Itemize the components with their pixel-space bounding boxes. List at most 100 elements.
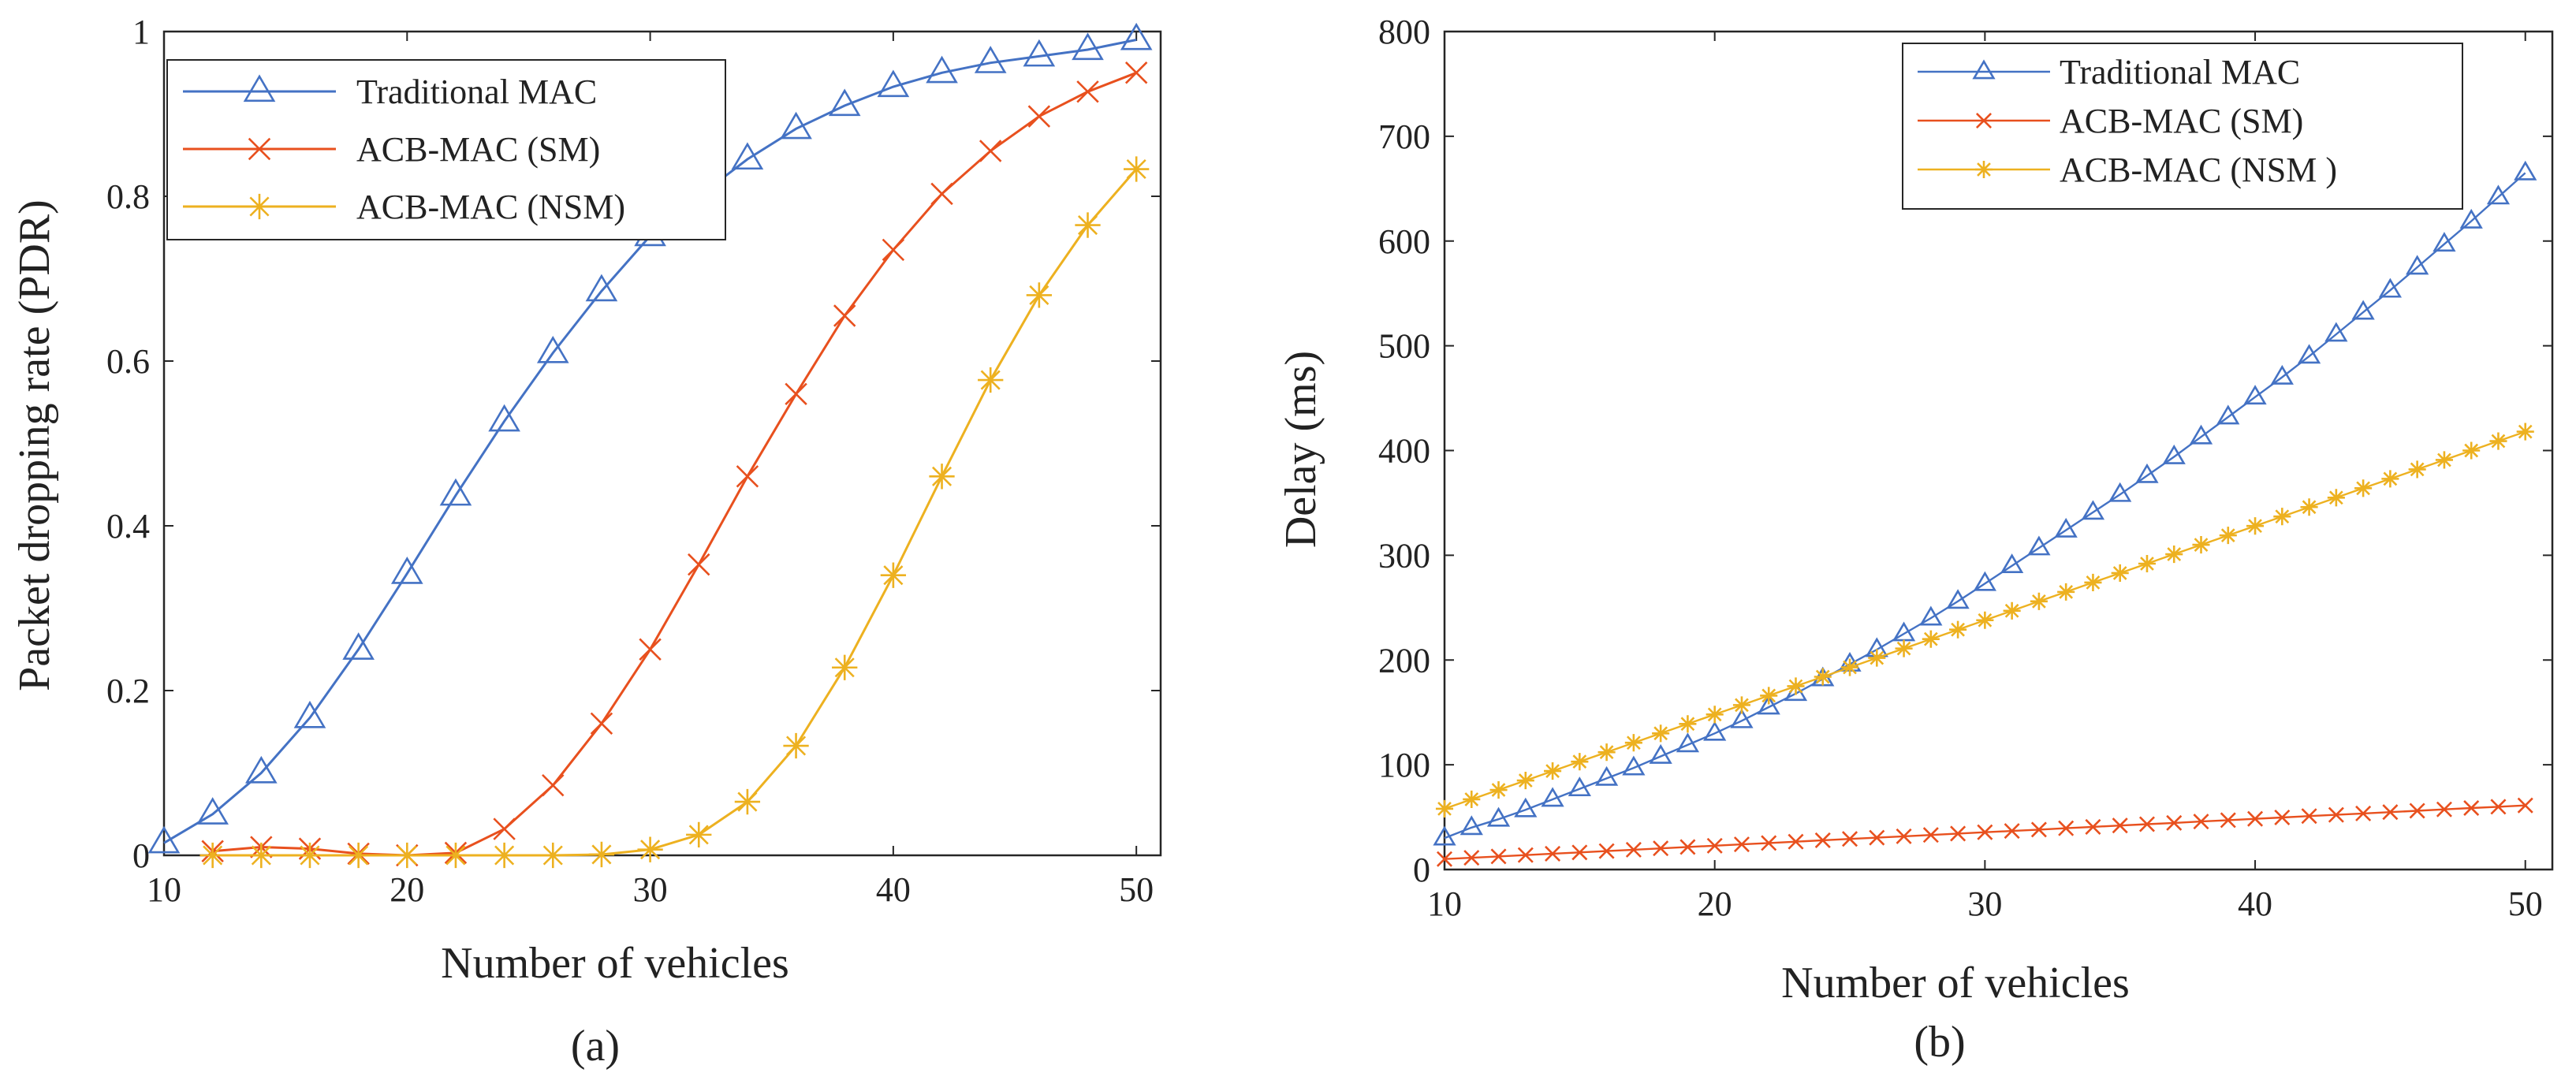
x-tick-label: 20 xyxy=(1698,884,1732,923)
data-point xyxy=(1514,797,1538,817)
data-point xyxy=(1436,851,1453,867)
data-point xyxy=(1597,743,1616,762)
data-point xyxy=(2514,160,2537,181)
data-point xyxy=(2165,545,2183,564)
data-point xyxy=(1545,845,1561,862)
data-point xyxy=(783,732,809,759)
data-point xyxy=(588,841,615,868)
chart-panel-b: Number of vehicles Delay (ms) (b) 10 20 30… xyxy=(1277,13,2554,1067)
data-point xyxy=(882,238,905,262)
data-point xyxy=(2463,799,2480,817)
data-point xyxy=(1973,571,1996,591)
data-point xyxy=(2408,460,2426,479)
series-3 xyxy=(1435,423,2534,817)
data-point xyxy=(1787,677,1805,695)
data-point xyxy=(1568,776,1591,797)
data-point xyxy=(1027,105,1051,128)
data-point xyxy=(345,842,371,869)
data-point xyxy=(828,88,861,117)
y-tick-label: 100 xyxy=(1378,746,1430,784)
data-point xyxy=(2300,498,2318,516)
data-point xyxy=(1489,780,1508,799)
data-point xyxy=(2351,300,2375,320)
data-point xyxy=(1922,630,1940,648)
legend: Traditional MAC ACB-MAC (SM) ACB-MAC (NSM … xyxy=(1902,43,2463,210)
data-point xyxy=(2435,451,2453,469)
data-point xyxy=(1649,743,1672,764)
data-point xyxy=(1124,61,1148,84)
data-point xyxy=(2378,277,2403,298)
data-point xyxy=(542,773,565,797)
data-point xyxy=(439,478,472,506)
data-point xyxy=(2486,184,2511,205)
data-point xyxy=(2490,799,2507,815)
legend-marker xyxy=(1974,160,1993,179)
y-tick-label: 0 xyxy=(132,836,150,875)
data-point xyxy=(1760,687,1778,705)
data-point xyxy=(2432,232,2456,252)
data-point xyxy=(2273,508,2291,526)
data-point xyxy=(1120,22,1153,50)
x-tick-label: 40 xyxy=(876,870,911,909)
data-point xyxy=(1435,799,1454,817)
y-tick-label: 0.4 xyxy=(106,507,150,546)
data-point xyxy=(2247,810,2264,827)
data-point xyxy=(1868,649,1886,667)
legend-marker xyxy=(246,193,273,220)
data-point xyxy=(2220,812,2236,829)
data-point xyxy=(390,557,423,584)
x-tick-label: 50 xyxy=(2508,884,2543,923)
data-point xyxy=(731,142,764,170)
y-tick-label: 0.8 xyxy=(106,177,150,216)
data-point xyxy=(199,842,226,869)
data-point xyxy=(590,712,613,736)
data-point xyxy=(2243,385,2267,405)
data-point xyxy=(2301,808,2317,825)
data-point xyxy=(2324,322,2348,342)
data-point xyxy=(2166,814,2183,831)
data-point xyxy=(2219,527,2237,545)
data-point xyxy=(1433,825,1456,846)
data-point xyxy=(2328,806,2344,823)
data-point xyxy=(1950,825,1966,842)
y-axis-title: Delay (ms) xyxy=(1277,351,1325,548)
data-point xyxy=(2382,804,2399,821)
legend-marker xyxy=(1975,112,1993,129)
data-point xyxy=(1706,837,1723,854)
data-point xyxy=(974,46,1007,73)
data-point xyxy=(2030,821,2047,838)
data-point xyxy=(493,817,516,840)
data-point xyxy=(2057,583,2075,601)
data-point xyxy=(2355,805,2372,821)
data-point xyxy=(2162,444,2186,464)
series-line xyxy=(212,168,1138,857)
data-point xyxy=(2138,554,2157,573)
data-point xyxy=(880,562,907,588)
y-tick-label: 200 xyxy=(1378,641,1430,680)
data-point xyxy=(686,821,712,848)
data-point xyxy=(2027,535,2051,556)
y-axis-title: Packet dropping rate (PDR) xyxy=(10,199,59,691)
data-point xyxy=(734,788,761,815)
data-point xyxy=(2327,489,2345,507)
data-point xyxy=(1977,824,1993,840)
legend-entry: ACB-MAC (NSM ) xyxy=(2060,151,2337,189)
data-point xyxy=(585,274,618,302)
data-point xyxy=(1922,827,1939,844)
series-line xyxy=(1444,172,2526,840)
data-point xyxy=(1730,708,1754,728)
data-point xyxy=(2459,208,2483,229)
y-tick-label: 1 xyxy=(132,13,150,51)
legend-entry: ACB-MAC (NSM) xyxy=(356,188,625,226)
data-point xyxy=(1840,658,1859,676)
legend: Traditional MAC ACB-MAC (SM) ACB-MAC (NSM) xyxy=(166,59,726,240)
data-point xyxy=(1679,839,1696,855)
data-point xyxy=(244,755,278,784)
y-tick-label: 600 xyxy=(1378,222,1430,261)
data-point xyxy=(832,654,858,680)
data-point xyxy=(1757,695,1780,715)
data-point xyxy=(1679,715,1697,733)
data-point xyxy=(394,842,420,869)
data-point xyxy=(2274,809,2291,825)
data-point xyxy=(637,836,663,862)
